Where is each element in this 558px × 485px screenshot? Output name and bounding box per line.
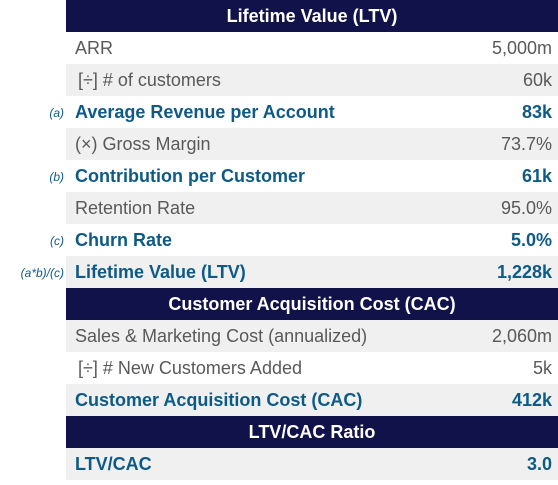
table-row: (×) Gross Margin 73.7% [0,128,558,160]
row-label: LTV/CAC [75,454,152,474]
row-background [66,32,558,64]
row-label: (×) Gross Margin [75,134,211,154]
table-row: LTV/CAC 3.0 [0,448,558,480]
row-value: 60k [522,70,552,90]
formula-note: (a) [49,106,64,120]
formula-note: (b) [49,170,64,184]
formula-note: (c) [50,234,64,248]
row-value: 5,000m [491,38,552,58]
row-background [66,448,558,480]
row-value: 83k [521,102,552,122]
row-label: ARR [75,38,114,58]
row-background [66,128,558,160]
table-row: (c) Churn Rate 5.0% [0,224,558,256]
row-background [66,192,558,224]
table-row: Sales & Marketing Cost (annualized) 2,060… [0,320,558,352]
row-value: 1,228k [496,262,552,282]
table-row: Customer Acquisition Cost (CAC) 412k [0,384,558,416]
section-title: Customer Acquisition Cost (CAC) [168,294,456,314]
row-label: Churn Rate [75,230,173,250]
section-header-customer-acquisition-cost-cac: Customer Acquisition Cost (CAC) [0,288,558,320]
table-row: ARR 5,000m [0,32,558,64]
row-value: 2,060m [491,326,552,346]
table-row: (b) Contribution per Customer 61k [0,160,558,192]
row-value: 73.7% [500,134,552,154]
table-row: Retention Rate 95.0% [0,192,558,224]
header-background [66,0,558,32]
row-label: Customer Acquisition Cost (CAC) [75,390,363,410]
table-row: [÷] # New Customers Added 5k [0,352,558,384]
row-label: Retention Rate [75,198,196,218]
formula-note: (a*b)/(c) [20,266,64,280]
row-label: [÷] # of customers [78,70,221,90]
row-label: Average Revenue per Account [75,102,335,122]
row-label: Lifetime Value (LTV) [75,262,246,282]
row-value: 5.0% [510,230,552,250]
section-header-ltv-cac-ratio: LTV/CAC Ratio [0,416,558,448]
header-background [66,416,558,448]
row-background [66,384,558,416]
table-row: [÷] # of customers 60k [0,64,558,96]
row-label: Contribution per Customer [75,166,305,186]
row-value: 95.0% [500,198,552,218]
section-header-lifetime-value-ltv: Lifetime Value (LTV) [0,0,558,32]
row-value: 3.0 [526,454,552,474]
row-value: 5k [532,358,552,378]
table-row: (a) Average Revenue per Account 83k [0,96,558,128]
section-title: Lifetime Value (LTV) [226,6,398,26]
header-background [66,288,558,320]
row-background [66,320,558,352]
row-label: Sales & Marketing Cost (annualized) [75,326,368,346]
row-value: 61k [521,166,552,186]
table-row: (a*b)/(c) Lifetime Value (LTV) 1,228k [0,256,558,288]
row-value: 412k [511,390,552,410]
row-label: [÷] # New Customers Added [78,358,302,378]
row-background [66,64,558,96]
section-title: LTV/CAC Ratio [248,422,376,442]
row-background [66,256,558,288]
